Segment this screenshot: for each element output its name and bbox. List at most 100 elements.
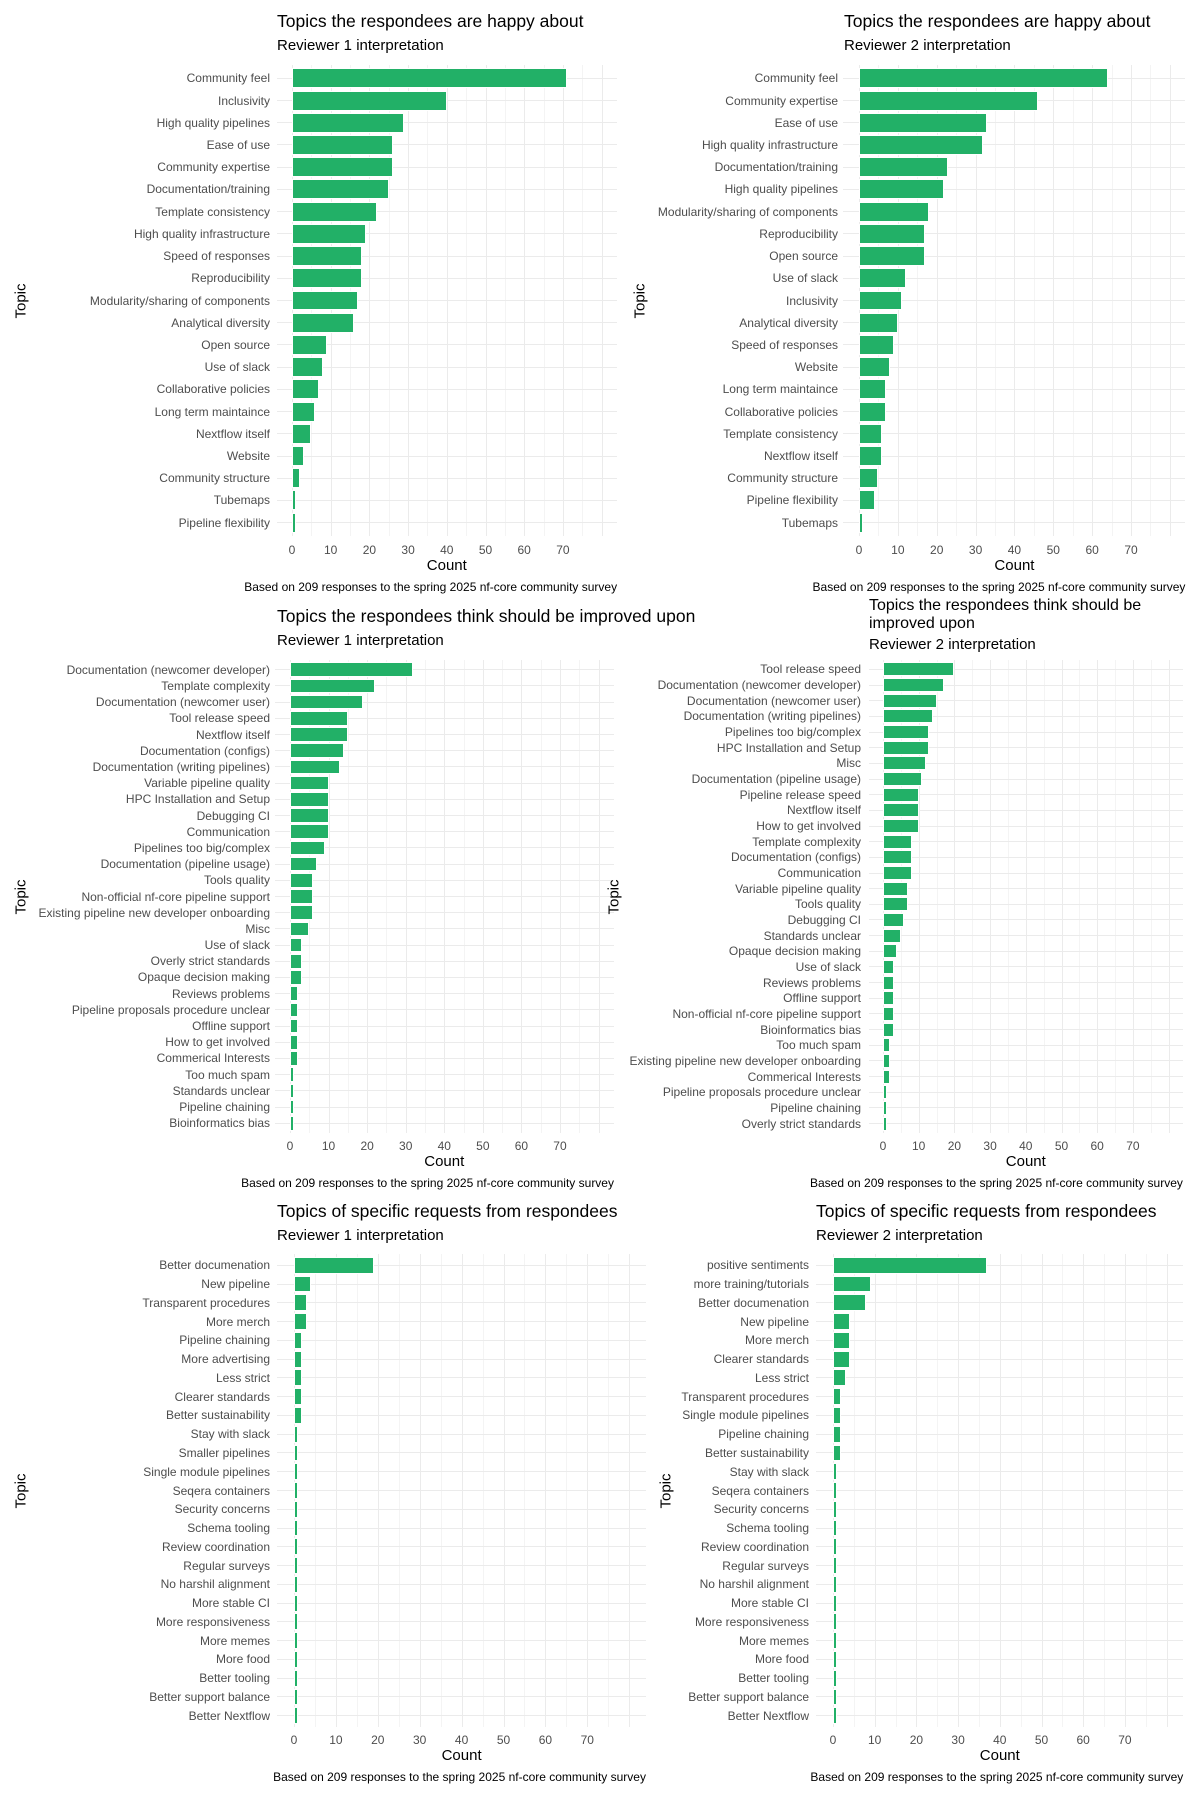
bar (290, 1018, 298, 1034)
grid-line-horizontal (277, 1565, 646, 1567)
y-axis-title: Topic (12, 878, 30, 915)
grid-line-horizontal (274, 701, 614, 703)
category-label: Community structure (159, 471, 270, 486)
bar (833, 1575, 838, 1593)
bar (294, 1632, 299, 1650)
category-label: Too much spam (185, 1067, 270, 1082)
bar (859, 157, 949, 178)
chart-caption: Based on 209 responses to the spring 202… (273, 1770, 646, 1784)
x-tick-label: 20 (930, 543, 944, 557)
x-tick-label: 40 (1019, 1139, 1033, 1153)
bar (883, 662, 955, 677)
bar (292, 357, 323, 378)
bar (883, 1038, 891, 1053)
category-label: Template consistency (723, 426, 838, 441)
x-axis-title: Count (426, 557, 467, 574)
category-label: Ease of use (206, 137, 270, 152)
grid-line-horizontal (868, 1013, 1183, 1015)
category-label: Review coordination (700, 1539, 809, 1554)
bar (294, 1669, 299, 1687)
bar (292, 201, 378, 222)
bar (833, 1538, 838, 1556)
bar (883, 881, 908, 896)
grid-line-horizontal (276, 366, 618, 368)
category-label: Overly strict standards (150, 954, 270, 969)
y-axis-title: Topic (605, 878, 623, 915)
category-label: More food (215, 1652, 270, 1667)
grid-line-horizontal (277, 1302, 646, 1304)
grid-line-vertical (978, 1254, 980, 1727)
grid-line-horizontal (276, 344, 618, 346)
grid-line-horizontal (843, 522, 1186, 524)
category-label: More responsiveness (155, 1614, 270, 1629)
grid-line-vertical (485, 65, 487, 536)
bar (294, 1519, 299, 1537)
grid-line-vertical (990, 660, 992, 1133)
grid-line-vertical (853, 1254, 855, 1727)
grid-line-horizontal (868, 1123, 1183, 1125)
x-tick-label: 70 (1124, 543, 1138, 557)
grid-line-horizontal (274, 831, 614, 833)
grid-line-horizontal (868, 700, 1183, 702)
bar (833, 1650, 838, 1668)
category-label: Analytical diversity (739, 315, 838, 330)
bar (883, 865, 912, 881)
category-label: Use of slack (795, 959, 861, 974)
x-tick-label: 10 (321, 1139, 336, 1153)
category-label: Pipelines too big/complex (724, 725, 861, 740)
category-label: Open source (769, 249, 838, 264)
category-label: Pipeline proposals procedure unclear (662, 1085, 861, 1100)
bar (833, 1482, 838, 1499)
grid-line-vertical (598, 660, 600, 1133)
category-label: Offline support (783, 991, 861, 1006)
grid-line-horizontal (868, 903, 1183, 905)
grid-line-vertical (419, 1254, 421, 1727)
bar (292, 223, 366, 244)
grid-line-horizontal (276, 166, 618, 168)
bar (859, 490, 875, 511)
grid-line-horizontal (868, 966, 1183, 968)
grid-line-horizontal (868, 919, 1183, 921)
bar (859, 379, 887, 400)
grid-line-vertical (311, 65, 313, 536)
category-label: more training/tutorials (693, 1277, 809, 1292)
grid-line-horizontal (868, 825, 1183, 827)
grid-line-horizontal (816, 1358, 1184, 1360)
grid-line-horizontal (843, 300, 1186, 301)
bar (290, 759, 341, 775)
category-label: More merch (205, 1314, 270, 1329)
grid-line-vertical (1097, 660, 1099, 1133)
category-label: Tools quality (203, 873, 270, 888)
grid-line-vertical (1131, 65, 1133, 536)
chart-caption: Based on 209 responses to the spring 202… (810, 1770, 1184, 1784)
grid-line-vertical (294, 1254, 295, 1727)
grid-line-horizontal (274, 1025, 614, 1027)
y-axis-title: Topic (12, 282, 30, 319)
bar (833, 1688, 838, 1706)
category-label: Template consistency (155, 204, 270, 219)
bar (290, 1051, 298, 1066)
grid-line-vertical (1053, 65, 1055, 536)
grid-line-horizontal (816, 1565, 1184, 1567)
bar (290, 727, 348, 742)
bar (883, 1085, 887, 1100)
grid-line-vertical (916, 1254, 918, 1727)
bar (883, 944, 898, 959)
bar (883, 709, 933, 724)
bar (859, 446, 883, 466)
bar (294, 1557, 299, 1575)
bar (883, 693, 937, 708)
x-tick-label: 0 (879, 1139, 887, 1153)
category-label: Clearer standards (174, 1389, 270, 1404)
bar (859, 290, 902, 311)
grid-line-vertical (1025, 660, 1027, 1133)
x-axis-title: Count (1005, 1153, 1046, 1170)
grid-line-horizontal (276, 455, 618, 457)
category-label: HPC Installation and Setup (125, 792, 270, 807)
grid-line-vertical (833, 1254, 834, 1727)
grid-line-vertical (1041, 1254, 1043, 1727)
category-label: Better sustainability (165, 1408, 270, 1423)
bar (833, 1632, 838, 1650)
